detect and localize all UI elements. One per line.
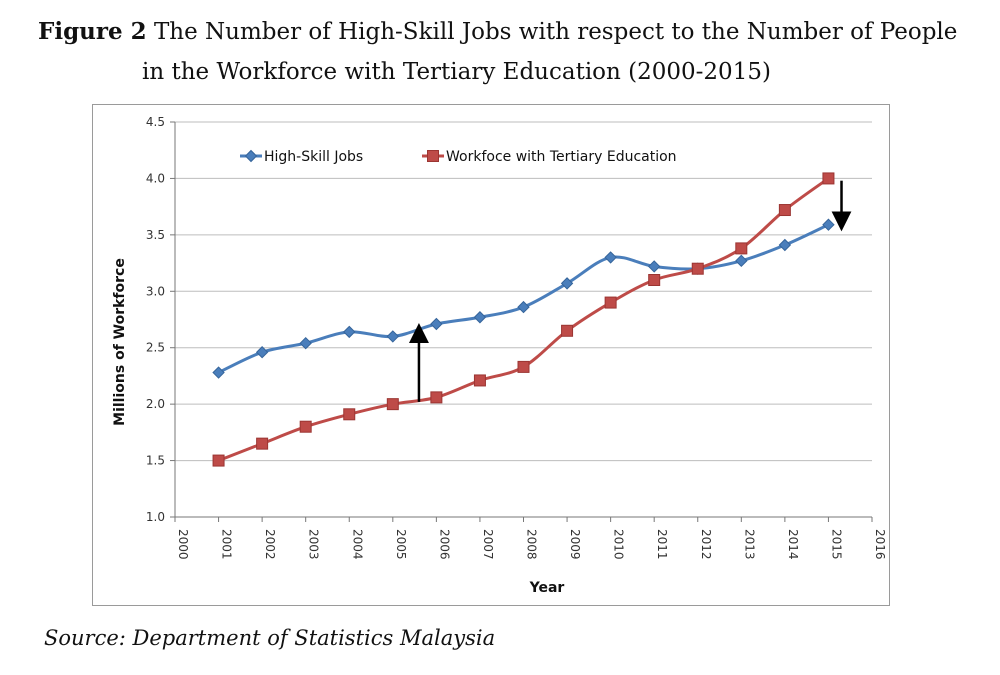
data-point-diamond [212, 366, 225, 379]
data-point-diamond [430, 317, 443, 331]
data-point-diamond [822, 218, 835, 231]
y-tick-label: 3.5 [146, 228, 165, 242]
data-point-diamond [244, 149, 258, 163]
data-point-square [299, 420, 312, 433]
data-point-square [256, 437, 269, 450]
legend: High-Skill Jobs Workfoce with Tertiary Ed… [240, 149, 677, 165]
data-point-diamond [386, 330, 400, 343]
x-tick-label: 2007 [481, 529, 495, 560]
data-point-diamond [299, 336, 312, 350]
x-tick-label: 2000 [176, 529, 190, 560]
data-point-square [735, 242, 748, 255]
x-tick-label: 2014 [786, 529, 800, 560]
series-line-tertiary-education [218, 177, 830, 462]
legend-label-2: Workfoce with Tertiary Education [446, 149, 677, 165]
data-point-diamond [560, 277, 574, 290]
data-point-square [691, 262, 704, 275]
x-tick-label: 2016 [873, 529, 887, 560]
data-point-square [386, 398, 399, 411]
x-tick-label: 2015 [829, 529, 843, 560]
annotation-arrows [408, 180, 852, 402]
x-tick-label: 2001 [220, 529, 234, 560]
y-tick-label: 1.0 [146, 510, 165, 524]
data-point-square [648, 274, 661, 286]
chart-frame [92, 104, 890, 606]
x-axis-title: Year [529, 580, 565, 596]
data-point-square [517, 360, 530, 373]
y-tick-label: 2.0 [146, 397, 165, 411]
x-tick-label: 2011 [655, 529, 669, 560]
data-point-diamond [647, 260, 661, 273]
figure-title-line2: in the Workforce with Tertiary Education… [142, 59, 771, 85]
figure-title-line1: Figure 2 The Number of High-Skill Jobs w… [38, 14, 957, 50]
x-tick-label: 2003 [307, 529, 321, 560]
data-point-square [604, 296, 617, 309]
x-tick-label: 2013 [742, 529, 756, 560]
data-point-diamond [255, 346, 269, 359]
y-tick-label: 2.5 [146, 341, 165, 355]
x-tick-label: 2012 [699, 529, 713, 560]
x-tick-label: 2005 [394, 529, 408, 560]
data-point-square [343, 408, 356, 421]
data-point-diamond [517, 300, 530, 314]
data-point-diamond [604, 251, 617, 264]
data-point-diamond [473, 311, 487, 324]
series-group [212, 172, 835, 467]
data-point-diamond [343, 325, 356, 339]
x-tick-label: 2008 [525, 529, 539, 560]
x-tick-label: 2004 [350, 529, 364, 560]
data-point-square [778, 204, 791, 217]
x-tick-label: 2009 [568, 529, 582, 560]
figure-label: Figure 2 [38, 18, 147, 45]
y-tick-label: 4.0 [146, 171, 165, 185]
data-point-square [212, 454, 225, 467]
x-tick-label: 2010 [612, 529, 626, 560]
legend-label-1: High-Skill Jobs [264, 149, 363, 165]
data-point-square [561, 324, 574, 337]
figure-title-text-1: The Number of High-Skill Jobs with respe… [153, 19, 958, 45]
source-note: Source: Department of Statistics Malaysi… [44, 626, 496, 650]
y-axis-title: Millions of Workforce [112, 258, 128, 426]
axes [170, 121, 873, 522]
x-tick-label: 2006 [437, 529, 451, 560]
data-point-square [822, 172, 835, 185]
data-point-diamond [735, 254, 748, 268]
data-point-square [427, 150, 439, 162]
y-tick-label: 1.5 [146, 454, 165, 468]
y-tick-label: 4.5 [146, 115, 165, 129]
y-tick-label: 3.0 [146, 284, 165, 298]
data-point-square [430, 391, 443, 404]
x-tick-label: 2002 [263, 529, 277, 560]
tick-labels: 1.0 1.5 2.0 2.5 3.0 3.5 4.0 4.5 2000 2001 2002 2003… [146, 115, 887, 560]
gridlines [175, 121, 872, 518]
data-point-diamond [778, 238, 792, 252]
data-point-square [473, 374, 486, 387]
